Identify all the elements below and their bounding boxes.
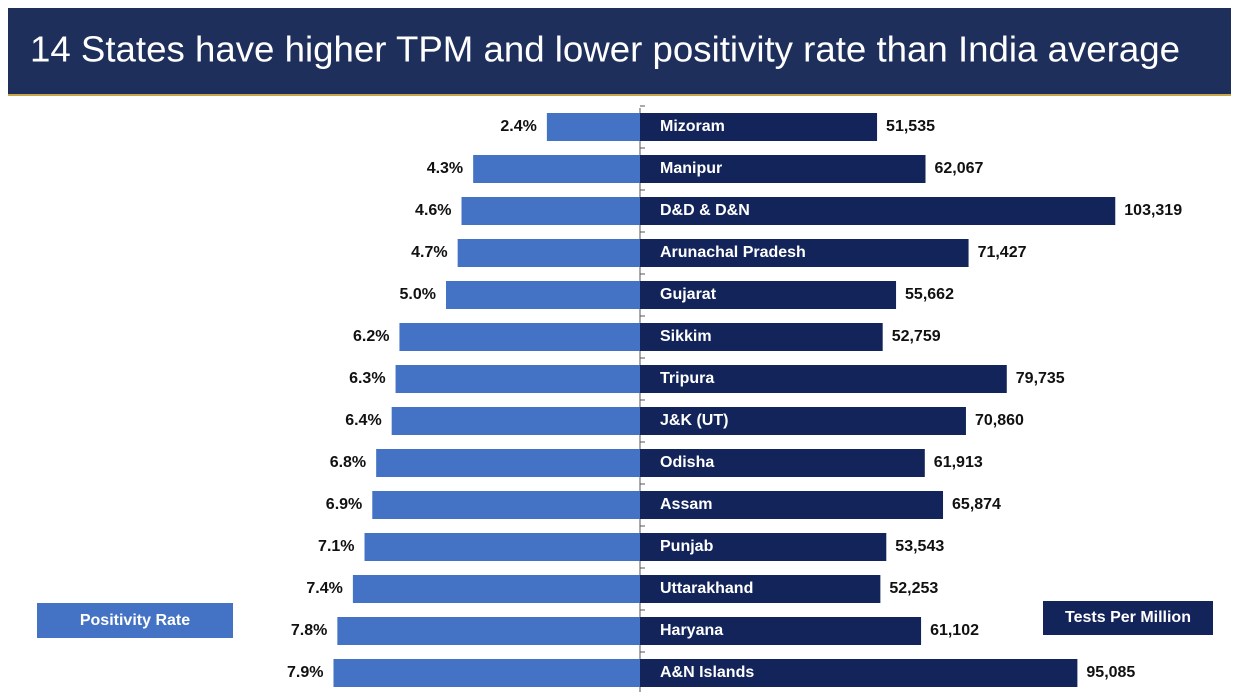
category-label: Manipur <box>660 160 722 177</box>
bar-right <box>640 617 922 645</box>
bar-left <box>461 197 640 225</box>
value-label: 70,860 <box>975 412 1024 429</box>
bar-left <box>446 281 640 309</box>
legend-swatch-left <box>37 603 233 638</box>
value-label: 5.0% <box>400 286 436 303</box>
value-label: 4.7% <box>411 244 447 261</box>
value-label: 7.4% <box>306 580 342 597</box>
category-label: Haryana <box>660 622 723 639</box>
category-label: D&D & D&N <box>660 202 750 219</box>
title-band <box>8 8 1231 94</box>
bar-right <box>640 239 969 267</box>
bar-left <box>546 113 640 141</box>
bar-right <box>640 407 966 435</box>
bar-left <box>395 365 640 393</box>
value-label: 52,759 <box>892 328 941 345</box>
value-label: 51,535 <box>886 118 935 135</box>
value-label: 55,662 <box>905 286 954 303</box>
category-label: Odisha <box>660 454 714 471</box>
category-label: A&N Islands <box>660 664 754 681</box>
bar-left <box>372 491 640 519</box>
value-label: 52,253 <box>889 580 938 597</box>
value-label: 53,543 <box>895 538 944 555</box>
bar-left <box>457 239 640 267</box>
value-label: 103,319 <box>1124 202 1182 219</box>
bar-right <box>640 533 887 561</box>
bar-right <box>640 491 944 519</box>
bar-right <box>640 365 1007 393</box>
value-label: 4.3% <box>427 160 463 177</box>
bar-right <box>640 113 878 141</box>
bar-left <box>376 449 640 477</box>
category-label: Tripura <box>660 370 714 387</box>
bar-left <box>337 617 640 645</box>
bar-left <box>333 659 640 687</box>
category-label: Sikkim <box>660 328 712 345</box>
value-label: 4.6% <box>415 202 451 219</box>
value-label: 65,874 <box>952 496 1001 513</box>
bar-right <box>640 155 926 183</box>
legend-label: Positivity Rate <box>80 612 190 629</box>
bar-left <box>391 407 640 435</box>
category-label: Assam <box>660 496 712 513</box>
value-label: 95,085 <box>1086 664 1135 681</box>
bar-right <box>640 323 883 351</box>
value-label: 6.8% <box>330 454 366 471</box>
bar-left <box>352 575 640 603</box>
value-label: 2.4% <box>500 118 536 135</box>
value-label: 62,067 <box>935 160 984 177</box>
chart-title: 14 States have higher TPM and lower posi… <box>30 29 1180 70</box>
value-label: 6.3% <box>349 370 385 387</box>
category-label: Gujarat <box>660 286 717 303</box>
value-label: 61,102 <box>930 622 979 639</box>
legend-label: Tests Per Million <box>1065 609 1191 626</box>
bar-left <box>399 323 640 351</box>
value-label: 61,913 <box>934 454 983 471</box>
bar-left <box>364 533 640 561</box>
value-label: 7.1% <box>318 538 354 555</box>
bar-right <box>640 659 1078 687</box>
category-label: Punjab <box>660 538 714 555</box>
value-label: 7.8% <box>291 622 327 639</box>
bar-right <box>640 197 1116 225</box>
title-rule <box>8 94 1231 96</box>
bar-right <box>640 281 897 309</box>
value-label: 6.2% <box>353 328 389 345</box>
category-label: Arunachal Pradesh <box>660 244 806 261</box>
value-label: 71,427 <box>978 244 1027 261</box>
bar-right <box>640 449 925 477</box>
value-label: 6.4% <box>345 412 381 429</box>
legend-swatch-right <box>1043 601 1213 635</box>
value-label: 6.9% <box>326 496 362 513</box>
category-label: J&K (UT) <box>660 412 728 429</box>
category-label: Uttarakhand <box>660 580 753 597</box>
category-label: Mizoram <box>660 118 725 135</box>
value-label: 79,735 <box>1016 370 1065 387</box>
value-label: 7.9% <box>287 664 323 681</box>
bar-right <box>640 575 881 603</box>
bar-left <box>473 155 640 183</box>
